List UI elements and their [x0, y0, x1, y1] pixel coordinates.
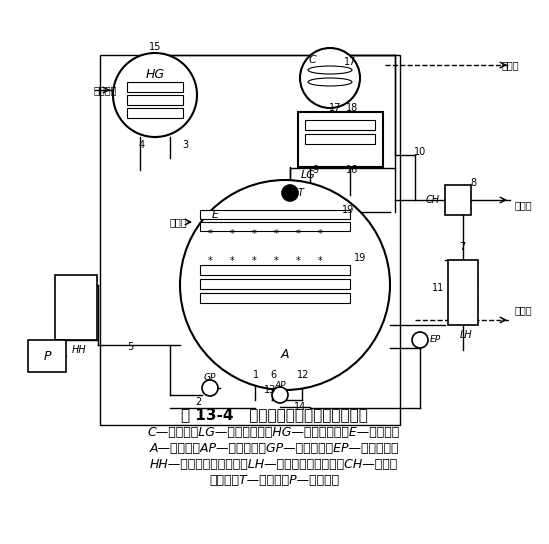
Text: 12: 12: [297, 370, 309, 380]
Bar: [127, 95, 183, 105]
Text: 7: 7: [459, 242, 465, 252]
Text: CH: CH: [426, 195, 440, 205]
Text: 冷却水: 冷却水: [515, 305, 533, 315]
Text: 冷却水: 冷却水: [501, 60, 519, 70]
Bar: [200, 210, 350, 219]
Text: *: *: [208, 229, 212, 239]
Text: 13: 13: [264, 385, 276, 395]
Text: 14: 14: [294, 402, 306, 412]
Bar: [298, 112, 383, 167]
Text: 6: 6: [270, 370, 276, 380]
Text: LH: LH: [460, 330, 472, 340]
Text: A: A: [281, 349, 289, 362]
Text: 17: 17: [329, 103, 341, 113]
Bar: [200, 265, 350, 275]
Bar: [200, 293, 350, 303]
Text: 凝结水: 凝结水: [515, 200, 533, 210]
Text: 10: 10: [414, 147, 426, 157]
Text: HG: HG: [145, 69, 165, 82]
Text: C: C: [308, 55, 316, 65]
Circle shape: [412, 332, 428, 348]
Circle shape: [272, 387, 288, 403]
Text: 18: 18: [346, 103, 358, 113]
Text: 15: 15: [149, 42, 161, 52]
Circle shape: [202, 380, 218, 396]
Bar: [200, 279, 350, 289]
Text: 8: 8: [470, 178, 476, 188]
Circle shape: [300, 48, 360, 108]
Circle shape: [282, 185, 298, 201]
Text: A—吸收器；AP—吸收器泵；GP—发生器泵；EP—蒸发器泵；: A—吸收器；AP—吸收器泵；GP—发生器泵；EP—蒸发器泵；: [149, 442, 399, 455]
Text: HH: HH: [71, 345, 86, 355]
Bar: [445, 185, 471, 215]
Circle shape: [113, 53, 197, 137]
Text: *: *: [251, 229, 256, 239]
Text: *: *: [273, 256, 278, 266]
Text: 工作蒸汽: 工作蒸汽: [93, 85, 117, 95]
Text: E: E: [211, 210, 219, 220]
Text: 1: 1: [253, 370, 259, 380]
Text: T: T: [298, 188, 304, 198]
Bar: [448, 260, 478, 325]
Bar: [127, 108, 183, 118]
Bar: [305, 120, 375, 130]
Text: *: *: [208, 256, 212, 266]
Bar: [200, 222, 350, 231]
Ellipse shape: [308, 78, 352, 86]
Text: *: *: [295, 256, 300, 266]
Text: 交换器；T—疏水器；P—抽气装置: 交换器；T—疏水器；P—抽气装置: [209, 474, 339, 487]
Text: 3: 3: [182, 140, 188, 150]
Text: 9: 9: [312, 165, 318, 175]
Text: EP: EP: [430, 336, 441, 344]
Text: 11: 11: [432, 283, 444, 293]
Text: 19: 19: [354, 253, 366, 263]
Circle shape: [180, 180, 390, 390]
Text: 图 13-4   双效溴化锂吸收式制冷机流程: 图 13-4 双效溴化锂吸收式制冷机流程: [181, 407, 367, 423]
Text: 17: 17: [344, 57, 356, 67]
Text: GP: GP: [204, 374, 216, 382]
Text: 4: 4: [139, 140, 145, 150]
Text: *: *: [229, 256, 234, 266]
Text: C—冷凝器；LG—低压发生器；HG—高压发生器；E—蒸发器；: C—冷凝器；LG—低压发生器；HG—高压发生器；E—蒸发器；: [148, 426, 400, 440]
Ellipse shape: [308, 66, 352, 74]
Bar: [127, 82, 183, 92]
Text: 2: 2: [195, 397, 201, 407]
Bar: [305, 134, 375, 144]
Text: *: *: [229, 229, 234, 239]
Text: LG: LG: [300, 170, 316, 180]
Bar: [28, 340, 66, 372]
Text: AP: AP: [274, 380, 285, 390]
Text: 16: 16: [346, 165, 358, 175]
Text: *: *: [318, 256, 322, 266]
Bar: [100, 55, 400, 425]
Text: *: *: [273, 229, 278, 239]
Text: *: *: [318, 229, 322, 239]
Text: P: P: [43, 349, 51, 362]
Text: *: *: [251, 256, 256, 266]
Text: HH—高温溶液热交换器；LH—低温溶液热交换器；CH—凝水热: HH—高温溶液热交换器；LH—低温溶液热交换器；CH—凝水热: [150, 459, 398, 472]
Text: *: *: [295, 229, 300, 239]
Text: 冷冻水: 冷冻水: [169, 217, 187, 227]
Text: 19: 19: [342, 205, 354, 215]
Text: 5: 5: [127, 342, 133, 352]
Bar: [55, 275, 97, 340]
